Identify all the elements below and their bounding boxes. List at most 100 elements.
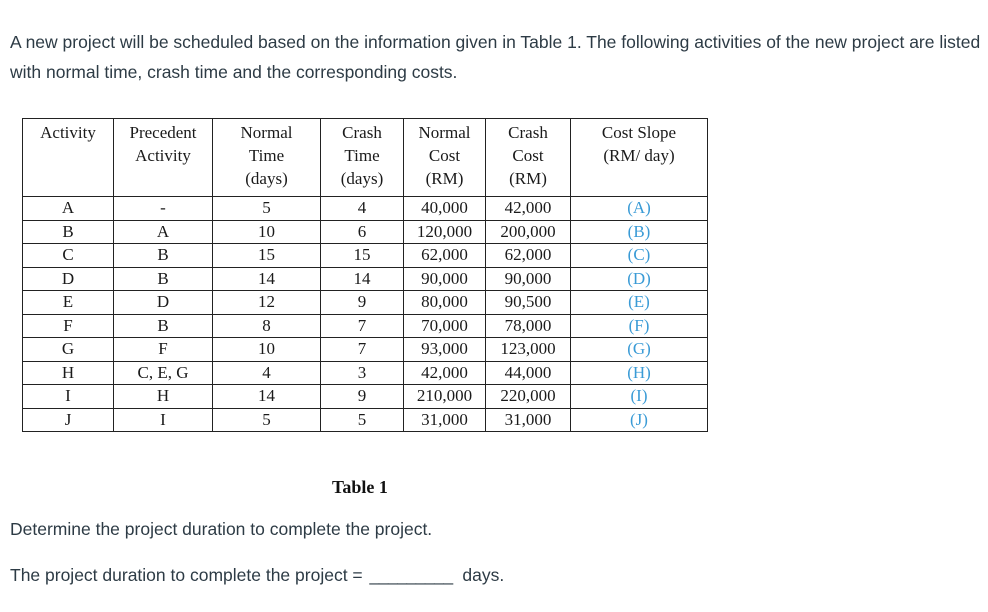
table-row: H C, E, G 4 3 42,000 44,000 (H): [22, 360, 708, 385]
cell-normal-cost: 62,000: [403, 243, 486, 268]
cell-normal-cost: 31,000: [403, 407, 486, 432]
cell-crash-cost: 62,000: [485, 243, 571, 268]
cell-crash-cost: 44,000: [485, 360, 571, 385]
cell-normal-cost: 93,000: [403, 337, 486, 362]
header-text: (days): [340, 169, 384, 188]
cell-cost-slope: (I): [570, 384, 708, 409]
cell-activity: F: [22, 313, 114, 338]
cell-cost-slope: (F): [570, 313, 708, 338]
cell-crash-cost: 220,000: [485, 384, 571, 409]
intro-paragraph: A new project will be scheduled based on…: [10, 32, 981, 82]
table-row: A -5 4 40,000 42,000 (A): [22, 196, 708, 221]
cell-crash-time: 3: [320, 360, 404, 385]
cell-precedent: H: [113, 384, 213, 409]
header-crash-cost: Crash Cost (RM): [485, 118, 571, 197]
cell-normal-cost: 40,000: [403, 196, 486, 221]
question-text: Determine the project duration to comple…: [10, 519, 433, 539]
cell-normal-time: 14: [212, 384, 321, 409]
header-normal-cost: Normal Cost (RM): [403, 118, 486, 197]
header-text: Time: [248, 146, 285, 165]
cell-normal-time: 12: [212, 290, 321, 315]
header-cost-slope: Cost Slope (RM/ day): [570, 118, 708, 197]
table-row: I H 14 9 210,000 220,000 (I): [22, 384, 708, 409]
cell-crash-time: 15: [320, 243, 404, 268]
header-crash-time: Crash Time (days): [320, 118, 404, 197]
table-body: A -5 4 40,000 42,000 (A) B A 10 6 120,000 200,000 (B…: [22, 196, 708, 432]
cell-cost-slope: (D): [570, 266, 708, 291]
cell-activity: J: [22, 407, 114, 432]
cell-normal-cost: 90,000: [403, 266, 486, 291]
cell-normal-time: 8: [212, 313, 321, 338]
cell-precedent: A: [113, 219, 213, 244]
header-precedent-activity: Precedent Activity: [113, 118, 213, 197]
cell-normal-cost: 210,000: [403, 384, 486, 409]
cell-crash-time: 4: [320, 196, 404, 221]
cell-crash-cost: 78,000: [485, 313, 571, 338]
cell-normal-time: 10: [212, 219, 321, 244]
header-text: Normal: [418, 123, 471, 142]
cell-crash-time: 14: [320, 266, 404, 291]
header-text: Crash: [342, 123, 382, 142]
cell-normal-cost: 120,000: [403, 219, 486, 244]
cell-crash-time: 7: [320, 313, 404, 338]
cell-activity: E: [22, 290, 114, 315]
cell-activity: D: [22, 266, 114, 291]
header-text: (RM/ day): [603, 146, 675, 165]
header-text: Normal: [240, 123, 293, 142]
cell-precedent: C, E, G: [113, 360, 213, 385]
header-text: (days): [245, 169, 288, 188]
answer-suffix: days.: [457, 565, 505, 585]
cell-precedent: F: [113, 337, 213, 362]
header-text: Precedent: [129, 123, 197, 142]
cell-cost-slope: (B): [570, 219, 708, 244]
cell-activity: I: [22, 384, 114, 409]
cell-precedent: -: [113, 196, 213, 221]
cell-activity: H: [22, 360, 114, 385]
header-normal-time: Normal Time (days): [212, 118, 321, 197]
table-row: J I 5 5 31,000 31,000 (J): [22, 407, 708, 432]
answer-prefix: The project duration to complete the pro…: [10, 565, 368, 585]
table-row: D B 14 14 90,000 90,000 (D): [22, 266, 708, 291]
cell-activity: G: [22, 337, 114, 362]
header-text: Crash: [508, 123, 548, 142]
cell-precedent: B: [113, 313, 213, 338]
cell-crash-time: 9: [320, 290, 404, 315]
cell-precedent: B: [113, 266, 213, 291]
header-text: Cost: [512, 146, 544, 165]
activity-table: Activity Precedent Activity Normal Time …: [22, 118, 708, 432]
answer-blank-field[interactable]: _________: [369, 565, 454, 585]
cell-normal-cost: 42,000: [403, 360, 486, 385]
cell-crash-time: 7: [320, 337, 404, 362]
cell-normal-time: 15: [212, 243, 321, 268]
cell-crash-cost: 200,000: [485, 219, 571, 244]
cell-crash-cost: 90,500: [485, 290, 571, 315]
table-row: G F 10 7 93,000 123,000 (G): [22, 337, 708, 362]
cell-normal-cost: 80,000: [403, 290, 486, 315]
header-text: Activity: [40, 123, 96, 142]
cell-crash-time: 9: [320, 384, 404, 409]
cell-activity: C: [22, 243, 114, 268]
header-activity: Activity: [22, 118, 114, 197]
table-row: B A 10 6 120,000 200,000 (B): [22, 219, 708, 244]
cell-normal-cost: 70,000: [403, 313, 486, 338]
header-text: Activity: [135, 146, 191, 165]
cell-cost-slope: (A): [570, 196, 708, 221]
cell-crash-time: 5: [320, 407, 404, 432]
cell-crash-cost: 42,000: [485, 196, 571, 221]
header-text: Time: [344, 146, 380, 165]
table-row: F B 8 7 70,000 78,000 (F): [22, 313, 708, 338]
cell-normal-time: 14: [212, 266, 321, 291]
cell-normal-time: 4: [212, 360, 321, 385]
table-row: C B 15 15 62,000 62,000 (C): [22, 243, 708, 268]
table-caption: Table 1: [332, 477, 388, 497]
header-text: (RM): [509, 169, 547, 188]
cell-precedent: B: [113, 243, 213, 268]
cell-normal-time: 5: [212, 196, 321, 221]
answer-line: The project duration to complete the pro…: [10, 565, 504, 586]
cell-cost-slope: (C): [570, 243, 708, 268]
cell-normal-time: 5: [212, 407, 321, 432]
cell-crash-time: 6: [320, 219, 404, 244]
cell-precedent: I: [113, 407, 213, 432]
header-text: Cost Slope: [601, 123, 677, 142]
cell-normal-time: 10: [212, 337, 321, 362]
